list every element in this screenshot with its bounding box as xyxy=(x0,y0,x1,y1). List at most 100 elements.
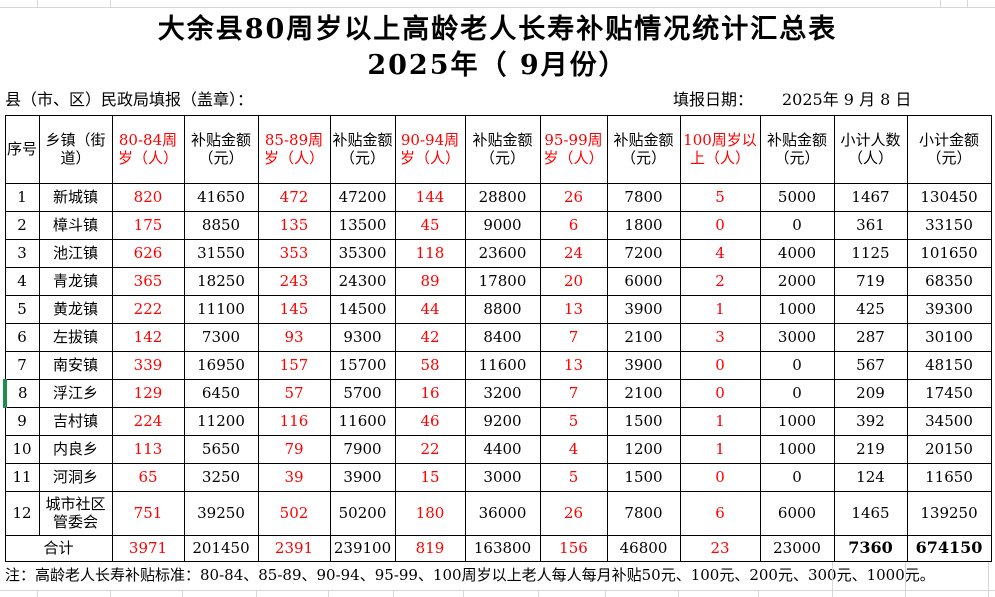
cell-value[interactable]: 3900 xyxy=(606,295,681,324)
cell-value[interactable]: 6 xyxy=(679,491,761,536)
col-header-5[interactable]: 补贴金额（元） xyxy=(329,115,396,184)
cell-value[interactable]: 2100 xyxy=(606,323,681,352)
col-header-4[interactable]: 85-89周岁（人） xyxy=(257,115,331,184)
cell-value[interactable]: 2100 xyxy=(606,379,681,408)
cell-value[interactable]: 24 xyxy=(539,239,608,268)
cell-value[interactable]: 425 xyxy=(833,295,908,324)
cell-value[interactable]: 180 xyxy=(394,491,466,536)
cell-value[interactable]: 3250 xyxy=(183,463,259,492)
cell-value[interactable]: 1 xyxy=(679,435,761,464)
cell-value[interactable]: 16 xyxy=(394,379,466,408)
total-value[interactable]: 819 xyxy=(394,535,466,562)
cell-row-no[interactable]: 2 xyxy=(4,211,40,240)
cell-town-name[interactable]: 新城镇 xyxy=(38,183,113,212)
cell-value[interactable]: 3900 xyxy=(329,463,396,492)
cell-value[interactable]: 361 xyxy=(833,211,908,240)
cell-value[interactable]: 175 xyxy=(111,211,185,240)
cell-value[interactable]: 36000 xyxy=(464,491,541,536)
cell-value[interactable]: 8800 xyxy=(464,295,541,324)
cell-value[interactable]: 11650 xyxy=(906,463,992,492)
cell-value[interactable]: 41650 xyxy=(183,183,259,212)
cell-value[interactable]: 13 xyxy=(539,351,608,380)
cell-value[interactable]: 130450 xyxy=(906,183,992,212)
cell-value[interactable]: 0 xyxy=(759,379,835,408)
cell-row-no[interactable]: 10 xyxy=(4,435,40,464)
cell-value[interactable]: 129 xyxy=(111,379,185,408)
cell-value[interactable]: 23600 xyxy=(464,239,541,268)
cell-value[interactable]: 0 xyxy=(759,463,835,492)
cell-value[interactable]: 145 xyxy=(257,295,331,324)
cell-value[interactable]: 4400 xyxy=(464,435,541,464)
cell-value[interactable]: 1500 xyxy=(606,407,681,436)
cell-value[interactable]: 5000 xyxy=(759,183,835,212)
cell-value[interactable]: 567 xyxy=(833,351,908,380)
cell-value[interactable]: 15 xyxy=(394,463,466,492)
total-value[interactable]: 674150 xyxy=(906,535,992,562)
cell-value[interactable]: 93 xyxy=(257,323,331,352)
cell-town-name[interactable]: 浮江乡 xyxy=(38,379,113,408)
col-header-10[interactable]: 100周岁以上（人） xyxy=(679,115,761,184)
cell-value[interactable]: 0 xyxy=(679,351,761,380)
cell-row-no[interactable]: 11 xyxy=(4,463,40,492)
cell-value[interactable]: 1 xyxy=(679,407,761,436)
cell-value[interactable]: 6000 xyxy=(606,267,681,296)
cell-value[interactable]: 142 xyxy=(111,323,185,352)
cell-value[interactable]: 79 xyxy=(257,435,331,464)
cell-row-no[interactable]: 1 xyxy=(4,183,40,212)
cell-value[interactable]: 116 xyxy=(257,407,331,436)
cell-value[interactable]: 44 xyxy=(394,295,466,324)
cell-value[interactable]: 243 xyxy=(257,267,331,296)
cell-value[interactable]: 20150 xyxy=(906,435,992,464)
cell-value[interactable]: 13 xyxy=(539,295,608,324)
cell-value[interactable]: 7800 xyxy=(606,183,681,212)
cell-value[interactable]: 3 xyxy=(679,323,761,352)
cell-value[interactable]: 626 xyxy=(111,239,185,268)
cell-value[interactable]: 2 xyxy=(679,267,761,296)
cell-value[interactable]: 35300 xyxy=(329,239,396,268)
cell-value[interactable]: 1 xyxy=(679,295,761,324)
col-header-0[interactable]: 序号 xyxy=(4,115,40,184)
cell-value[interactable]: 6450 xyxy=(183,379,259,408)
cell-value[interactable]: 28800 xyxy=(464,183,541,212)
cell-value[interactable]: 58 xyxy=(394,351,466,380)
cell-value[interactable]: 157 xyxy=(257,351,331,380)
cell-value[interactable]: 4 xyxy=(679,239,761,268)
cell-value[interactable]: 222 xyxy=(111,295,185,324)
cell-town-name[interactable]: 吉村镇 xyxy=(38,407,113,436)
col-header-8[interactable]: 95-99周岁（人） xyxy=(539,115,608,184)
cell-town-name[interactable]: 南安镇 xyxy=(38,351,113,380)
cell-town-name[interactable]: 左拔镇 xyxy=(38,323,113,352)
cell-value[interactable]: 24300 xyxy=(329,267,396,296)
cell-value[interactable]: 22 xyxy=(394,435,466,464)
cell-value[interactable]: 3000 xyxy=(759,323,835,352)
cell-value[interactable]: 7 xyxy=(539,379,608,408)
cell-value[interactable]: 16950 xyxy=(183,351,259,380)
total-value[interactable]: 239100 xyxy=(329,535,396,562)
cell-value[interactable]: 14500 xyxy=(329,295,396,324)
cell-row-no[interactable]: 12 xyxy=(4,491,40,536)
cell-value[interactable]: 45 xyxy=(394,211,466,240)
col-header-7[interactable]: 补贴金额（元） xyxy=(464,115,541,184)
cell-value[interactable]: 6000 xyxy=(759,491,835,536)
cell-value[interactable]: 39250 xyxy=(183,491,259,536)
total-value[interactable]: 163800 xyxy=(464,535,541,562)
cell-value[interactable]: 42 xyxy=(394,323,466,352)
cell-value[interactable]: 33150 xyxy=(906,211,992,240)
cell-value[interactable]: 392 xyxy=(833,407,908,436)
cell-row-no[interactable]: 7 xyxy=(4,351,40,380)
cell-value[interactable]: 502 xyxy=(257,491,331,536)
cell-town-name[interactable]: 河洞乡 xyxy=(38,463,113,492)
cell-value[interactable]: 751 xyxy=(111,491,185,536)
cell-row-no[interactable]: 4 xyxy=(4,267,40,296)
cell-value[interactable]: 5700 xyxy=(329,379,396,408)
cell-town-name[interactable]: 城市社区管委会 xyxy=(38,491,113,536)
cell-value[interactable]: 719 xyxy=(833,267,908,296)
cell-value[interactable]: 5 xyxy=(539,407,608,436)
cell-value[interactable]: 365 xyxy=(111,267,185,296)
cell-value[interactable]: 7900 xyxy=(329,435,396,464)
cell-value[interactable]: 48150 xyxy=(906,351,992,380)
cell-value[interactable]: 287 xyxy=(833,323,908,352)
cell-value[interactable]: 17450 xyxy=(906,379,992,408)
cell-value[interactable]: 34500 xyxy=(906,407,992,436)
cell-value[interactable]: 11600 xyxy=(329,407,396,436)
